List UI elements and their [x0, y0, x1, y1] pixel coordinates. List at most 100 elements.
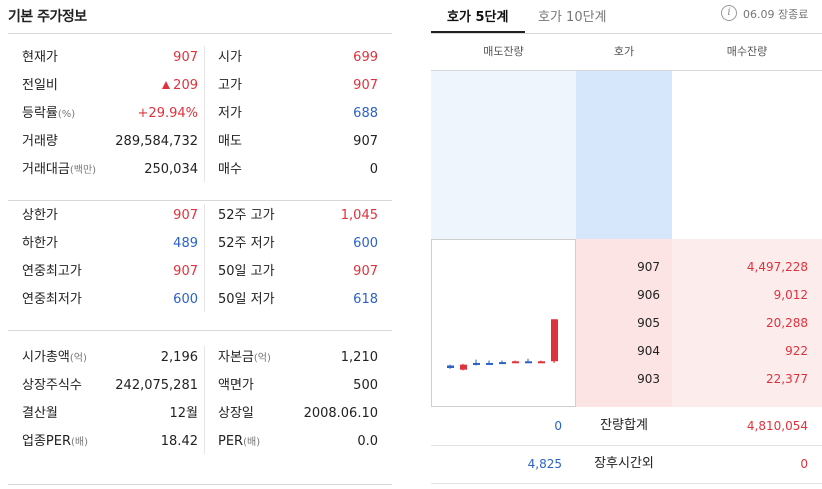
- field-value: 0.0: [357, 434, 378, 449]
- info-row: 거래대금(백만) 250,034 매수 0: [8, 156, 392, 184]
- field-value: 250,034: [144, 162, 198, 177]
- field-label: 업종PER(배): [22, 434, 89, 449]
- field-value: 907: [173, 50, 198, 65]
- divider: [431, 445, 822, 446]
- bid-price[interactable]: 904: [637, 344, 660, 358]
- field-label: 50일 고가: [218, 264, 275, 279]
- field-label: 전일비: [22, 78, 58, 93]
- panel-title: 기본 주가정보: [8, 9, 87, 25]
- ask-price-area: [576, 71, 672, 239]
- field-label: 52주 저가: [218, 236, 275, 251]
- field-label: 현재가: [22, 50, 58, 65]
- summary-bid-total: 0: [800, 457, 808, 471]
- field-value: 907: [173, 208, 198, 223]
- field-label: 시가총액(억): [22, 350, 87, 365]
- header-bid-volume: 매수잔량: [726, 45, 768, 58]
- divider: [431, 33, 822, 34]
- candle-body: [447, 365, 454, 368]
- bid-quantity: 9,012: [773, 288, 808, 302]
- bid-quantity: 22,377: [766, 372, 808, 386]
- bid-price[interactable]: 907: [637, 260, 660, 274]
- column-divider: [204, 204, 205, 312]
- field-label: 연중최고가: [22, 264, 82, 279]
- market-status: 06.09 장종료: [743, 8, 809, 21]
- up-arrow-icon: [162, 81, 171, 89]
- candle-chart-svg: [447, 319, 558, 371]
- field-value: 600: [353, 236, 378, 251]
- field-value: 489: [173, 236, 198, 251]
- info-row: 업종PER(배) 18.42 PER(배) 0.0: [8, 428, 392, 456]
- candle-body: [538, 361, 545, 364]
- field-label: 상한가: [22, 208, 58, 223]
- summary-ask-total: 0: [554, 419, 562, 433]
- candle-body: [551, 319, 558, 362]
- orderbook-panel: 호가 5단계 호가 10단계 i 06.09 장종료 매도잔량 호가 매수잔량 …: [431, 0, 822, 489]
- field-label: 상장주식수: [22, 378, 82, 393]
- divider: [8, 484, 392, 485]
- bid-price-area: [576, 239, 672, 407]
- tab-orderbook-5[interactable]: 호가 5단계: [447, 10, 509, 25]
- divider: [8, 33, 392, 34]
- field-value: 688: [353, 106, 378, 121]
- field-value: 242,075,281: [115, 378, 198, 393]
- field-value: 1,045: [340, 208, 378, 223]
- column-divider: [204, 346, 205, 454]
- field-label: 등락률(%): [22, 106, 76, 121]
- info-row: 연중최저가 600 50일 저가 618: [8, 286, 392, 314]
- field-label: PER(배): [218, 434, 261, 449]
- info-row: 상장주식수 242,075,281 액면가 500: [8, 372, 392, 400]
- field-value: 289,584,732: [115, 134, 198, 149]
- field-label: 연중최저가: [22, 292, 82, 307]
- field-value: 699: [353, 50, 378, 65]
- field-value: 1,210: [340, 350, 378, 365]
- field-value: 12월: [169, 406, 198, 421]
- info-row: 결산월 12월 상장일 2008.06.10: [8, 400, 392, 428]
- info-row: 하한가 489 52주 저가 600: [8, 230, 392, 258]
- bid-quantity: 20,288: [766, 316, 808, 330]
- bid-quantity: 922: [785, 344, 808, 358]
- info-row: 거래량 289,584,732 매도 907: [8, 128, 392, 156]
- bid-price[interactable]: 905: [637, 316, 660, 330]
- field-value: 600: [173, 292, 198, 307]
- candle-body: [473, 362, 480, 365]
- header-price: 호가: [613, 45, 635, 58]
- summary-label: 장후시간외: [594, 456, 654, 471]
- field-value: 500: [353, 378, 378, 393]
- field-label: 매도: [218, 134, 242, 149]
- field-label: 고가: [218, 78, 242, 93]
- field-label: 상장일: [218, 406, 254, 421]
- candle-body: [460, 364, 467, 370]
- info-icon[interactable]: i: [721, 5, 737, 21]
- field-value: 907: [173, 264, 198, 279]
- field-value: 907: [353, 78, 378, 93]
- summary-bid-total: 4,810,054: [746, 419, 808, 433]
- candle-body: [499, 362, 506, 365]
- field-label: 하한가: [22, 236, 58, 251]
- field-value: 18.42: [160, 434, 198, 449]
- field-label: 거래량: [22, 134, 58, 149]
- ask-empty-area: [672, 71, 822, 239]
- field-value: 209: [162, 72, 198, 100]
- bid-price[interactable]: 903: [637, 372, 660, 386]
- tab-orderbook-10[interactable]: 호가 10단계: [538, 10, 607, 25]
- field-label: 시가: [218, 50, 242, 65]
- summary-ask-total: 4,825: [527, 457, 562, 471]
- field-label: 매수: [218, 162, 242, 177]
- info-row: 상한가 907 52주 고가 1,045: [8, 202, 392, 230]
- basic-stock-info-panel: 기본 주가정보 현재가 907 시가 699 전일비 209 고가 907 등락률(%) +29.…: [8, 0, 392, 489]
- info-row: 등락률(%) +29.94% 저가 688: [8, 100, 392, 128]
- field-label: 자본금(억): [218, 350, 271, 365]
- divider: [8, 200, 392, 201]
- divider: [431, 70, 822, 71]
- info-row: 전일비 209 고가 907: [8, 72, 392, 100]
- bid-price[interactable]: 906: [637, 288, 660, 302]
- ask-volume-area: [431, 71, 576, 239]
- field-value: 2,196: [160, 350, 198, 365]
- field-label: 50일 저가: [218, 292, 275, 307]
- field-label: 저가: [218, 106, 242, 121]
- field-value: 907: [353, 134, 378, 149]
- candle-body: [512, 361, 519, 364]
- candle-body: [486, 362, 493, 365]
- header-ask-volume: 매도잔량: [483, 45, 524, 58]
- field-value: 618: [353, 292, 378, 307]
